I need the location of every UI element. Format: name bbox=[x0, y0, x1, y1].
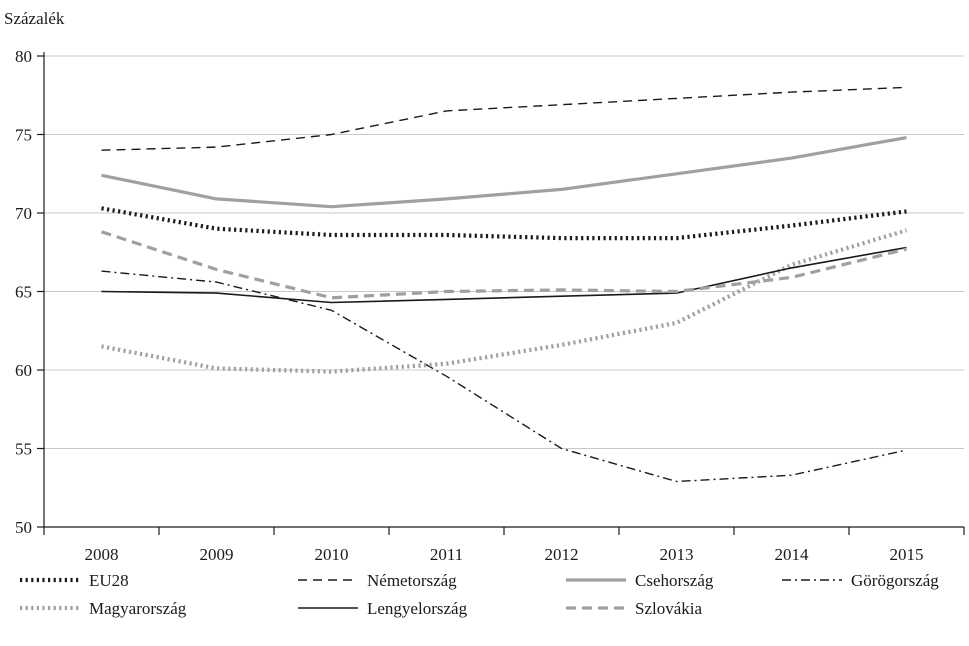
legend-item: Németország bbox=[298, 571, 457, 590]
x-tick-label: 2014 bbox=[775, 545, 810, 564]
legend-label: Csehország bbox=[635, 571, 714, 590]
legend-label: Lengyelország bbox=[367, 599, 468, 618]
x-tick-label: 2011 bbox=[430, 545, 463, 564]
axes bbox=[43, 52, 964, 528]
series-line-lengyelország bbox=[101, 246, 907, 304]
y-tick-label: 75 bbox=[15, 126, 32, 145]
legend: EU28 Németország Csehország Görögország Magy… bbox=[20, 571, 939, 618]
x-tick-label: 2015 bbox=[890, 545, 924, 564]
series-lines bbox=[101, 86, 908, 483]
x-axis-ticks: 2008 2009 2010 2011 2012 2013 2014 2015 bbox=[43, 527, 965, 564]
legend-item: EU28 bbox=[20, 571, 129, 590]
legend-label: Görögország bbox=[851, 571, 939, 590]
series-line-németország bbox=[101, 86, 907, 151]
legend-item: Magyarország bbox=[20, 599, 187, 618]
y-axis-ticks: 50 55 60 65 70 75 80 bbox=[15, 47, 44, 537]
y-axis-unit-label: Százalék bbox=[4, 9, 65, 28]
legend-label: Szlovákia bbox=[635, 599, 702, 618]
series-line-magyarország bbox=[101, 228, 908, 374]
y-tick-label: 80 bbox=[15, 47, 32, 66]
legend-label: EU28 bbox=[89, 571, 129, 590]
x-tick-label: 2010 bbox=[315, 545, 349, 564]
legend-item: Lengyelország bbox=[298, 599, 468, 618]
y-tick-label: 60 bbox=[15, 361, 32, 380]
legend-item: Szlovákia bbox=[566, 599, 702, 618]
series-line-szlovákia bbox=[101, 230, 907, 300]
y-tick-label: 65 bbox=[15, 283, 32, 302]
x-tick-label: 2008 bbox=[85, 545, 119, 564]
x-tick-label: 2012 bbox=[545, 545, 579, 564]
y-tick-label: 70 bbox=[15, 204, 32, 223]
legend-item: Csehország bbox=[566, 571, 714, 590]
series-line-görögország bbox=[101, 270, 907, 483]
series-line-csehország bbox=[101, 136, 907, 209]
legend-label: Magyarország bbox=[89, 599, 187, 618]
y-tick-label: 55 bbox=[15, 440, 32, 459]
y-tick-label: 50 bbox=[15, 518, 32, 537]
gridlines bbox=[44, 55, 964, 449]
legend-label: Németország bbox=[367, 571, 457, 590]
x-tick-label: 2013 bbox=[660, 545, 694, 564]
legend-item: Görögország bbox=[782, 571, 939, 590]
x-tick-label: 2009 bbox=[200, 545, 234, 564]
series-line-eu28 bbox=[101, 206, 907, 241]
